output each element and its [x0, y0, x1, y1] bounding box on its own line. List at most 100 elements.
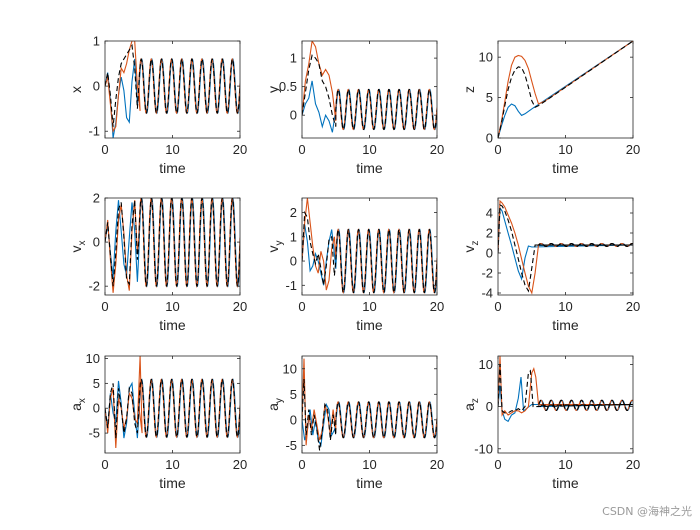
xlabel-vz: time	[552, 317, 579, 333]
xtick-label-vz: 0	[494, 299, 501, 314]
ytick-label-vy: 2	[290, 205, 297, 220]
ylabel-y: y	[265, 86, 281, 93]
series-line-x-series3	[105, 43, 240, 127]
xlabel-x: time	[159, 160, 186, 176]
ytick-label-ay: 5	[290, 387, 297, 402]
xtick-label-vx: 20	[233, 299, 247, 314]
ylabel-vz: vz	[461, 241, 481, 253]
ytick-label-z: 5	[486, 90, 493, 105]
xlabel-ax: time	[159, 475, 186, 491]
xlabel-vy: time	[356, 317, 383, 333]
ytick-label-vz: 2	[486, 226, 493, 241]
plot-area-z	[498, 41, 633, 138]
subplot-y: 0 10 20 0 0.5 1 time y	[265, 40, 444, 176]
xtick-label-z: 0	[494, 142, 501, 157]
xlabel-az: time	[552, 475, 579, 491]
ytick-label-ax: 10	[86, 351, 100, 366]
subplot-z: 0 10 20 0 5 10 time z	[461, 40, 640, 176]
ytick-label-vz: 0	[486, 246, 493, 261]
xtick-label-vx: 0	[101, 299, 108, 314]
xtick-label-y: 20	[430, 142, 444, 157]
xtick-label-ax: 10	[165, 457, 179, 472]
xtick-label-ax: 0	[101, 457, 108, 472]
xtick-label-ay: 10	[362, 457, 376, 472]
xtick-label-z: 20	[626, 142, 640, 157]
ylabel-vy: vy	[265, 241, 285, 253]
xtick-label-vz: 20	[626, 299, 640, 314]
ylabel-az: az	[461, 398, 481, 411]
ytick-label-ay: 10	[283, 361, 297, 376]
ytick-label-ax: -5	[88, 426, 100, 441]
series-line-ay-series3	[302, 378, 437, 451]
series-line-z-series2	[498, 41, 633, 138]
xtick-label-az: 10	[558, 457, 572, 472]
xtick-label-vz: 10	[558, 299, 572, 314]
xlabel-z: time	[552, 160, 579, 176]
ylabel-ay: ay	[265, 398, 285, 411]
ytick-label-vz: -2	[481, 266, 493, 281]
ytick-label-x: 0	[93, 79, 100, 94]
series-line-az-series3	[498, 364, 633, 414]
subplot-ax: 0 10 20 -5 0 5 10 time ax	[68, 351, 247, 491]
xtick-label-ay: 0	[298, 457, 305, 472]
xlabel-y: time	[356, 160, 383, 176]
ylabel-z: z	[461, 86, 477, 93]
xtick-label-vx: 10	[165, 299, 179, 314]
xtick-label-vy: 10	[362, 299, 376, 314]
series-line-vy-series3	[302, 210, 437, 293]
series-line-y-series3	[302, 54, 437, 130]
ytick-label-vz: -4	[481, 286, 493, 301]
ytick-label-x: 1	[93, 34, 100, 49]
ytick-label-z: 10	[479, 50, 493, 65]
xtick-label-y: 10	[362, 142, 376, 157]
ytick-label-vx: -2	[88, 279, 100, 294]
watermark: CSDN @海神之光	[602, 505, 692, 518]
ytick-label-ay: 0	[290, 412, 297, 427]
ytick-label-az: 10	[479, 357, 493, 372]
xlabel-ay: time	[356, 475, 383, 491]
ytick-label-ax: 5	[93, 376, 100, 391]
ytick-label-az: -10	[474, 441, 493, 456]
xtick-label-z: 10	[558, 142, 572, 157]
subplot-vz: 0 10 20 -4 -2 0 2 4 time vz	[461, 197, 640, 333]
ylabel-x: x	[68, 86, 84, 93]
xtick-label-y: 0	[298, 142, 305, 157]
series-line-z-series1	[498, 41, 633, 138]
ytick-label-ay: -5	[285, 438, 297, 453]
xtick-label-x: 20	[233, 142, 247, 157]
xtick-label-ax: 20	[233, 457, 247, 472]
series-line-ax-series3	[105, 378, 240, 439]
ytick-label-vy: 0	[290, 254, 297, 269]
ytick-label-vx: 0	[93, 235, 100, 250]
xtick-label-x: 10	[165, 142, 179, 157]
ytick-label-vz: 4	[486, 206, 493, 221]
xtick-label-ay: 20	[430, 457, 444, 472]
ytick-label-z: 0	[486, 131, 493, 146]
ytick-label-vx: 2	[93, 191, 100, 206]
ytick-label-vy: 1	[290, 229, 297, 244]
ytick-label-y: 0	[290, 108, 297, 123]
series-line-z-series3	[498, 41, 633, 138]
ytick-label-y: 0.5	[279, 79, 297, 94]
ytick-label-vy: -1	[285, 278, 297, 293]
xtick-label-vy: 20	[430, 299, 444, 314]
xtick-label-x: 0	[101, 142, 108, 157]
ytick-label-az: 0	[486, 399, 493, 414]
ytick-label-x: -1	[88, 124, 100, 139]
ytick-label-ax: 0	[93, 401, 100, 416]
ylabel-ax: ax	[68, 398, 88, 411]
ylabel-vx: vx	[68, 241, 88, 253]
xlabel-vx: time	[159, 317, 186, 333]
xtick-label-vy: 0	[298, 299, 305, 314]
xtick-label-az: 20	[626, 457, 640, 472]
ytick-label-y: 1	[290, 51, 297, 66]
xtick-label-az: 0	[494, 457, 501, 472]
series-line-vz-series3	[498, 204, 633, 293]
